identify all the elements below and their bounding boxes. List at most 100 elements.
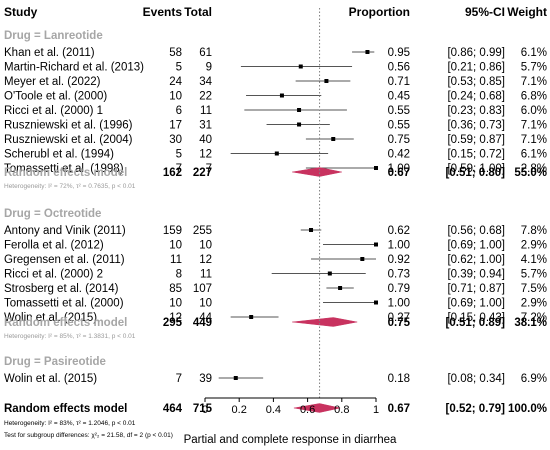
summary-label: Random effects model — [4, 403, 127, 415]
study-name: Ricci et al. (2000) 2 — [4, 269, 103, 281]
point-estimate — [324, 79, 329, 83]
summary-proportion: 0.67 — [388, 403, 410, 415]
study-weight: 6.8% — [521, 91, 547, 103]
summary-total: 449 — [193, 317, 212, 329]
study-ci: [0.23; 0.83] — [447, 105, 505, 117]
study-name: Antony and Vinik (2011) — [4, 225, 126, 237]
study-total: 39 — [199, 373, 212, 385]
summary-diamond — [293, 403, 341, 413]
study-proportion: 0.79 — [388, 283, 410, 295]
study-events: 24 — [169, 76, 182, 88]
study-ci: [0.15; 0.72] — [447, 149, 505, 161]
study-proportion: 1.00 — [388, 240, 410, 252]
study-weight: 2.9% — [521, 240, 547, 252]
study-events: 159 — [163, 225, 182, 237]
point-estimate — [274, 151, 279, 156]
point-estimate — [279, 93, 284, 98]
study-proportion: 0.45 — [388, 91, 410, 103]
x-axis-label: Partial and complete response in diarrhe… — [184, 434, 397, 446]
study-name: Ruszniewski et al. (2004) — [4, 134, 133, 146]
summary-events: 295 — [163, 317, 183, 329]
study-events: 30 — [169, 134, 182, 146]
point-estimate — [249, 315, 254, 319]
header-total: Total — [184, 5, 212, 19]
study-ci: [0.21; 0.86] — [447, 62, 505, 74]
study-total: 12 — [199, 254, 212, 266]
study-total: 255 — [193, 225, 212, 237]
study-total: 10 — [199, 240, 212, 252]
point-estimate — [365, 50, 370, 54]
heterogeneity-note: Heterogeneity: I² = 72%, τ² = 0.7635, p … — [4, 183, 136, 190]
point-estimate — [374, 300, 378, 305]
study-proportion: 0.56 — [388, 62, 410, 74]
study-name: Khan et al. (2011) — [4, 47, 95, 59]
study-weight: 6.0% — [521, 105, 547, 117]
study-total: 61 — [199, 47, 212, 59]
study-events: 7 — [176, 373, 182, 385]
group-label: Drug = Pasireotide — [4, 356, 106, 368]
study-proportion: 1.00 — [388, 163, 410, 175]
study-weight: 6.9% — [521, 373, 547, 385]
study-ci: [0.86; 0.99] — [447, 47, 505, 59]
study-name: Scherubl et al. (1994) — [4, 149, 114, 161]
study-ci: [0.62; 1.00] — [447, 254, 505, 266]
study-ci: [0.69; 1.00] — [447, 240, 505, 252]
study-ci: [0.56; 0.68] — [447, 225, 505, 237]
summary-weight: 38.1% — [514, 317, 547, 329]
study-total: 11 — [200, 269, 212, 281]
study-weight: 7.5% — [521, 283, 547, 295]
study-proportion: 1.00 — [388, 298, 410, 310]
study-weight: 2.9% — [521, 298, 547, 310]
study-weight: 7.1% — [521, 76, 547, 88]
summary-label: Random effects model — [4, 317, 127, 329]
x-tick-label: 0.4 — [266, 404, 281, 416]
x-tick-label: 0.6 — [300, 404, 315, 416]
x-tick-label: 1 — [373, 404, 379, 416]
study-total: 40 — [199, 134, 212, 146]
point-estimate — [374, 166, 378, 170]
study-ci: [0.71; 0.87] — [447, 283, 505, 295]
study-proportion: 0.55 — [388, 120, 410, 132]
study-ci: [0.53; 0.85] — [447, 76, 505, 88]
study-events: 10 — [169, 298, 182, 310]
plot-layer — [218, 8, 378, 413]
point-estimate — [298, 64, 303, 69]
point-estimate — [297, 122, 302, 127]
summary-events: 464 — [163, 403, 183, 415]
study-total: 107 — [193, 283, 212, 295]
summary-total: 715 — [193, 403, 213, 415]
study-weight: 6.1% — [521, 149, 547, 161]
study-total: 31 — [199, 120, 212, 132]
study-name: Strosberg et al. (2014) — [4, 283, 119, 295]
study-proportion: 0.55 — [388, 105, 410, 117]
study-name: Ferolla et al. (2012) — [4, 240, 104, 252]
study-total: 10 — [199, 298, 212, 310]
study-name: Meyer et al. (2022) — [4, 76, 101, 88]
study-name: O'Toole et al. (2000) — [4, 91, 107, 103]
study-weight: 2.8% — [521, 163, 547, 175]
study-weight: 7.8% — [521, 225, 547, 237]
study-total: 12 — [199, 149, 212, 161]
study-events: 12 — [169, 312, 182, 324]
study-proportion: 0.71 — [388, 76, 410, 88]
study-events: 5 — [176, 62, 182, 74]
x-tick-label: 0.8 — [334, 404, 349, 416]
study-total: 11 — [200, 105, 212, 117]
study-ci: [0.59; 1.00] — [447, 163, 505, 175]
summary-diamond — [292, 317, 358, 327]
summary-weight: 100.0% — [508, 403, 547, 415]
summary-ci: [0.51; 0.89] — [446, 317, 506, 329]
study-events: 5 — [176, 149, 182, 161]
summary-label: Random effects model — [4, 167, 127, 179]
study-ci: [0.15; 0.43] — [447, 312, 505, 324]
summary-proportion: 0.75 — [388, 317, 411, 329]
study-events: 17 — [169, 120, 182, 132]
study-events: 58 — [169, 47, 182, 59]
point-estimate — [233, 376, 238, 380]
summary-ci: [0.51; 0.80] — [446, 167, 506, 179]
study-total: 34 — [199, 76, 212, 88]
group-label: Drug = Octreotide — [4, 208, 101, 220]
study-total: 7 — [206, 163, 212, 175]
